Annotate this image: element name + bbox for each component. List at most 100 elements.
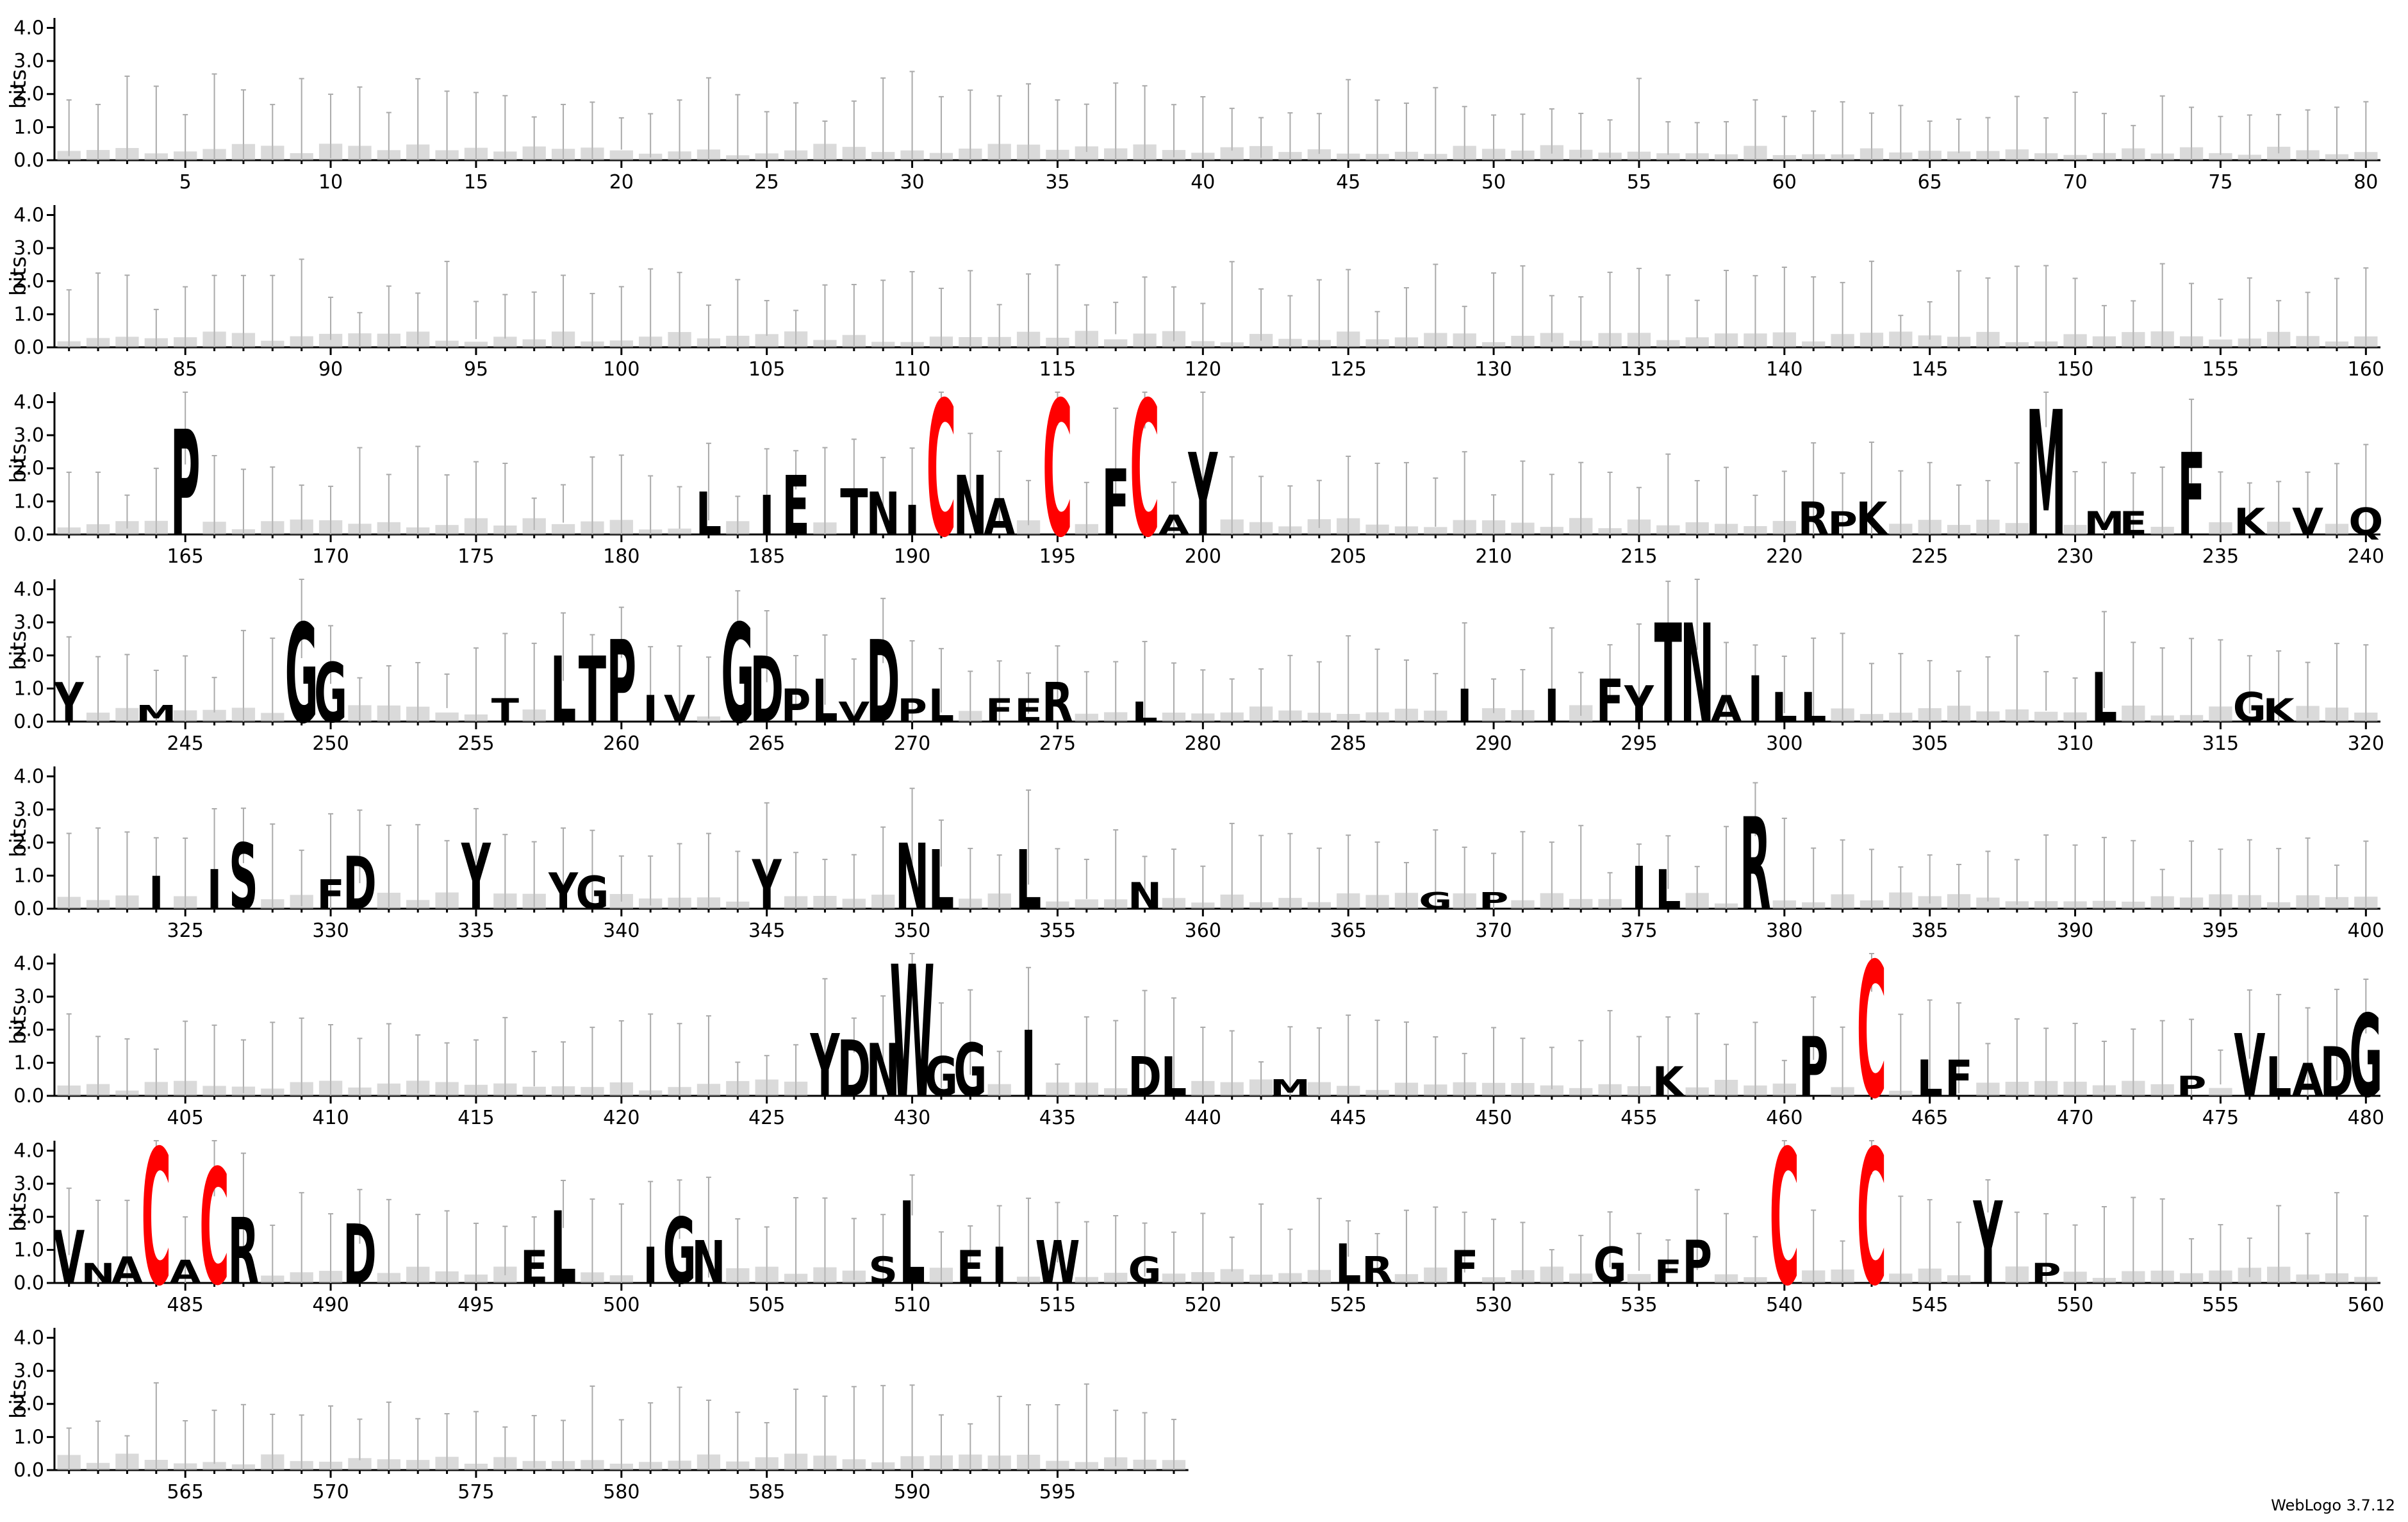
- x-tick-label: 405: [167, 1107, 204, 1129]
- x-tick-label: 215: [1620, 545, 1657, 568]
- logo-letter-V: V: [2292, 501, 2324, 543]
- noise-stack: [493, 336, 517, 347]
- noise-stack: [1046, 1082, 1069, 1096]
- logo-letter-C: C: [927, 363, 957, 579]
- logo-letter-G: G: [1594, 1237, 1627, 1295]
- logo-letter-E: E: [782, 459, 809, 554]
- noise-stack: [1249, 334, 1273, 347]
- noise-stack: [2005, 709, 2029, 722]
- noise-stack: [2122, 1080, 2145, 1096]
- noise-stack: [1481, 1277, 1506, 1283]
- logo-letter-L: L: [550, 1191, 576, 1307]
- noise-stack: [1569, 149, 1593, 160]
- noise-stack: [231, 1086, 256, 1096]
- noise-stack: [1394, 337, 1419, 347]
- noise-stack: [115, 1453, 139, 1470]
- noise-stack: [2034, 901, 2058, 909]
- logo-letter-D: D: [866, 618, 900, 749]
- x-tick-label: 80: [2354, 171, 2378, 194]
- noise-stack: [1744, 526, 1767, 534]
- x-tick-label: 460: [1766, 1107, 1802, 1129]
- noise-stack: [1598, 153, 1622, 160]
- logo-letter-N: N: [691, 1228, 725, 1297]
- noise-stack: [1104, 1273, 1128, 1283]
- logo-letter-S: S: [868, 1250, 898, 1292]
- noise-stack: [144, 338, 168, 347]
- noise-stack: [2034, 711, 2058, 722]
- y-tick-label: 3.0: [13, 50, 44, 72]
- x-tick-label: 355: [1039, 920, 1076, 942]
- x-tick-label: 30: [900, 171, 924, 194]
- noise-stack: [1569, 898, 1593, 909]
- noise-stack: [2034, 153, 2058, 160]
- y-axis-label: bits: [6, 1192, 31, 1232]
- noise-stack: [2354, 1277, 2378, 1283]
- logo-letter-A: A: [170, 1254, 201, 1291]
- noise-stack: [871, 342, 895, 347]
- logo-letter-Y: Y: [1973, 1179, 2004, 1311]
- noise-stack: [1772, 154, 1796, 160]
- noise-stack: [609, 1275, 633, 1283]
- noise-stack: [1656, 153, 1680, 160]
- noise-stack: [900, 342, 924, 347]
- y-tick-label: 4.0: [13, 1139, 44, 1162]
- logo-letter-N: N: [866, 1029, 900, 1113]
- noise-stack: [2092, 153, 2116, 160]
- x-tick-label: 195: [1039, 545, 1076, 568]
- logo-letter-P: P: [781, 680, 811, 732]
- logo-letter-E: E: [2120, 506, 2147, 542]
- x-tick-label: 420: [603, 1107, 639, 1129]
- noise-stack: [697, 1454, 721, 1470]
- noise-stack: [2005, 523, 2029, 534]
- logo-letter-G: G: [663, 1198, 697, 1304]
- noise-stack: [1191, 902, 1215, 909]
- noise-stack: [2179, 897, 2204, 909]
- logo-letter-P: P: [1682, 1228, 1711, 1297]
- noise-stack: [1918, 1268, 1942, 1283]
- logo-letter-V: V: [838, 697, 870, 729]
- noise-stack: [697, 1084, 721, 1096]
- logo-letter-V: V: [2234, 1016, 2265, 1116]
- noise-stack: [522, 709, 546, 722]
- noise-stack: [174, 1080, 197, 1096]
- logo-letter-N: N: [1680, 596, 1714, 754]
- noise-stack: [551, 1086, 575, 1096]
- noise-stack: [581, 341, 604, 347]
- x-tick-label: 55: [1627, 171, 1651, 194]
- noise-stack: [755, 1079, 779, 1096]
- noise-stack: [2209, 706, 2232, 722]
- y-tick-label: 0.0: [13, 898, 44, 920]
- x-tick-label: 370: [1475, 920, 1512, 942]
- noise-stack: [1220, 147, 1244, 160]
- logo-letter-G: G: [1128, 1250, 1162, 1292]
- y-tick-label: 3.0: [13, 1173, 44, 1195]
- noise-stack: [290, 1272, 313, 1283]
- noise-stack: [697, 338, 721, 347]
- noise-stack: [697, 149, 721, 160]
- noise-stack: [1453, 333, 1476, 347]
- noise-stack: [464, 342, 488, 347]
- logo-letter-Y: Y: [461, 824, 491, 930]
- noise-stack: [581, 147, 604, 160]
- y-tick-label: 1.0: [13, 116, 44, 138]
- logo-letter-K: K: [2263, 693, 2296, 729]
- logo-letter-E: E: [957, 1241, 984, 1294]
- y-tick-label: 2.0: [13, 1019, 44, 1041]
- noise-stack: [1016, 331, 1041, 347]
- x-tick-label: 320: [2348, 732, 2384, 755]
- noise-stack: [2063, 712, 2087, 722]
- x-tick-label: 305: [1911, 732, 1948, 755]
- noise-stack: [290, 519, 313, 534]
- logo-letter-R: R: [1042, 671, 1073, 735]
- noise-stack: [290, 895, 313, 909]
- noise-stack: [1947, 1275, 1971, 1283]
- noise-stack: [871, 895, 895, 909]
- noise-stack: [86, 338, 110, 347]
- y-axis-label: bits: [6, 818, 31, 857]
- x-tick-label: 505: [748, 1294, 785, 1316]
- logo-letter-D: D: [343, 1207, 377, 1302]
- noise-stack: [1337, 331, 1360, 347]
- noise-stack: [929, 153, 953, 160]
- noise-stack: [57, 1455, 81, 1470]
- noise-stack: [318, 520, 343, 534]
